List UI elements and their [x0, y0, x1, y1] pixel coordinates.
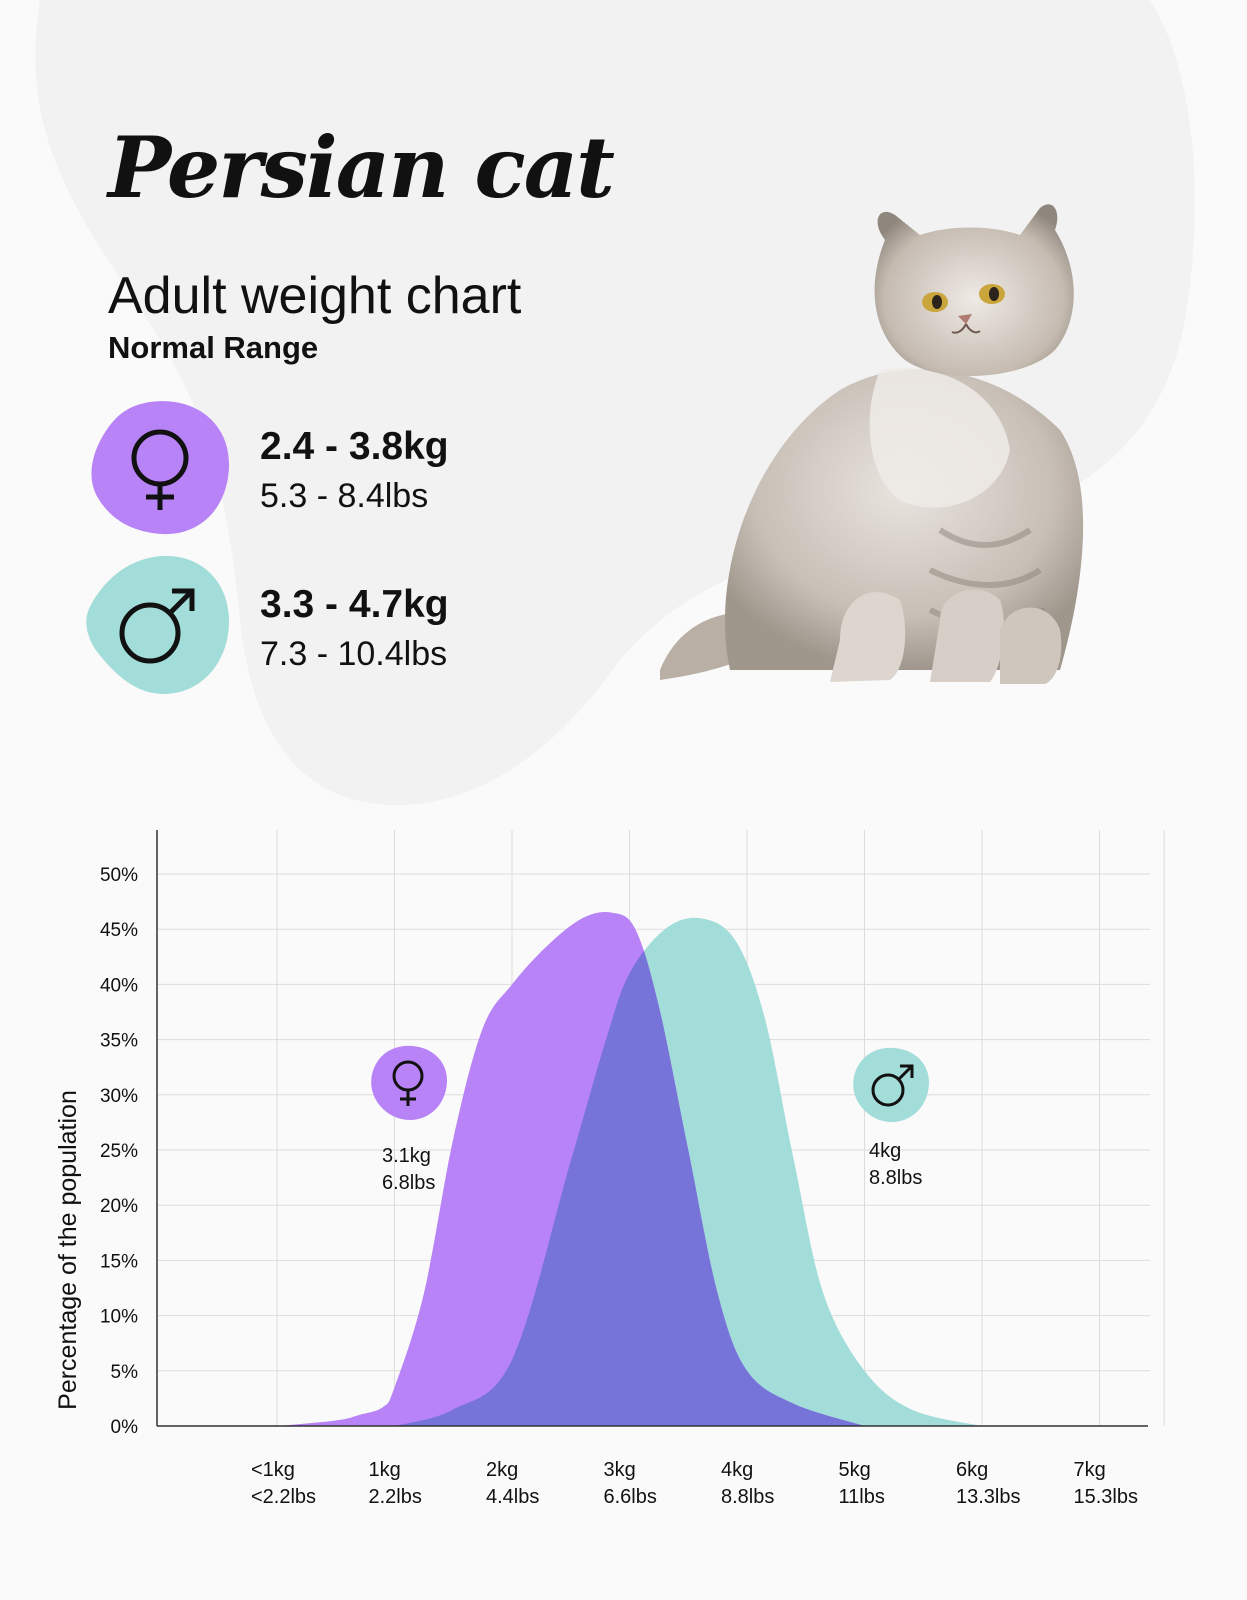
- y-tick-labels: 0% 5% 10% 15% 20% 25% 30% 35% 40% 45% 50%: [100, 865, 138, 1438]
- male-range: 3.3 - 4.7kg 7.3 - 10.4lbs: [260, 582, 449, 680]
- normal-range-label: Normal Range: [108, 330, 319, 365]
- chart-axes: [156, 830, 1148, 1427]
- y-axis-label: Percentage of the population: [54, 1090, 82, 1410]
- x-tick-label: 4kg 8.8lbs: [721, 1459, 774, 1508]
- male-range-lbs: 7.3 - 10.4lbs: [260, 635, 448, 673]
- chart-markers: 3.1kg 6.8lbs 4kg 8.8lbs: [371, 1045, 930, 1194]
- female-marker-shape: [371, 1045, 448, 1120]
- background-blob-shape: [35, 0, 1195, 806]
- y-tick-label: 5%: [111, 1362, 139, 1383]
- female-symbol-icon: [131, 429, 189, 510]
- y-tick-label: 35%: [100, 1031, 138, 1052]
- female-badge-shape: [91, 401, 230, 535]
- background-blob: [0, 0, 1247, 820]
- male-marker-badge: [853, 1047, 930, 1122]
- male-badge-shape: [86, 555, 230, 695]
- y-tick-label: 15%: [100, 1251, 138, 1272]
- x-tick-label: 7kg 15.3lbs: [1074, 1459, 1139, 1508]
- y-tick-label: 25%: [100, 1141, 138, 1162]
- x-tick-label: 2kg 4.4lbs: [486, 1459, 539, 1508]
- male-symbol-icon: [119, 588, 195, 664]
- female-range-lbs: 5.3 - 8.4lbs: [260, 477, 429, 515]
- female-marker-label: 3.1kg 6.8lbs: [382, 1145, 435, 1194]
- page-title: Persian cat: [108, 118, 615, 217]
- x-tick-label: 6kg 13.3lbs: [956, 1459, 1021, 1508]
- overlap-distribution-area: [394, 917, 865, 1426]
- x-tick-label: <1kg <2.2lbs: [251, 1459, 316, 1508]
- weight-distribution-chart: 0% 5% 10% 15% 20% 25% 30% 35% 40% 45% 50% <1kg <2.2…: [54, 830, 1165, 1508]
- female-badge: [91, 401, 230, 535]
- y-tick-label: 30%: [100, 1086, 138, 1107]
- y-tick-label: 40%: [100, 975, 138, 996]
- persian-cat-image: [660, 204, 1084, 684]
- female-marker-badge: [371, 1045, 448, 1120]
- male-badge: [86, 555, 230, 695]
- x-tick-label: 3kg 6.6lbs: [604, 1459, 657, 1508]
- x-tick-labels: <1kg <2.2lbs 1kg 2.2lbs 2kg 4.4lbs 3kg 6.6lbs 4k…: [251, 1459, 1138, 1508]
- male-symbol-icon: [871, 1064, 914, 1107]
- x-tick-label: 5kg 11lbs: [839, 1459, 885, 1508]
- y-tick-label: 45%: [100, 920, 138, 941]
- female-symbol-icon: [392, 1060, 424, 1106]
- y-tick-label: 50%: [100, 865, 138, 886]
- y-tick-label: 10%: [100, 1307, 138, 1328]
- y-tick-label: 0%: [111, 1417, 139, 1438]
- male-marker-label: 4kg 8.8lbs: [869, 1140, 922, 1189]
- chart-areas: [277, 911, 982, 1426]
- female-range: 2.4 - 3.8kg 5.3 - 8.4lbs: [260, 424, 449, 522]
- x-tick-label: 1kg 2.2lbs: [369, 1459, 422, 1508]
- y-tick-label: 20%: [100, 1196, 138, 1217]
- female-range-kg: 2.4 - 3.8kg: [260, 425, 449, 468]
- male-range-kg: 3.3 - 4.7kg: [260, 583, 449, 626]
- page-subtitle: Adult weight chart: [108, 267, 522, 325]
